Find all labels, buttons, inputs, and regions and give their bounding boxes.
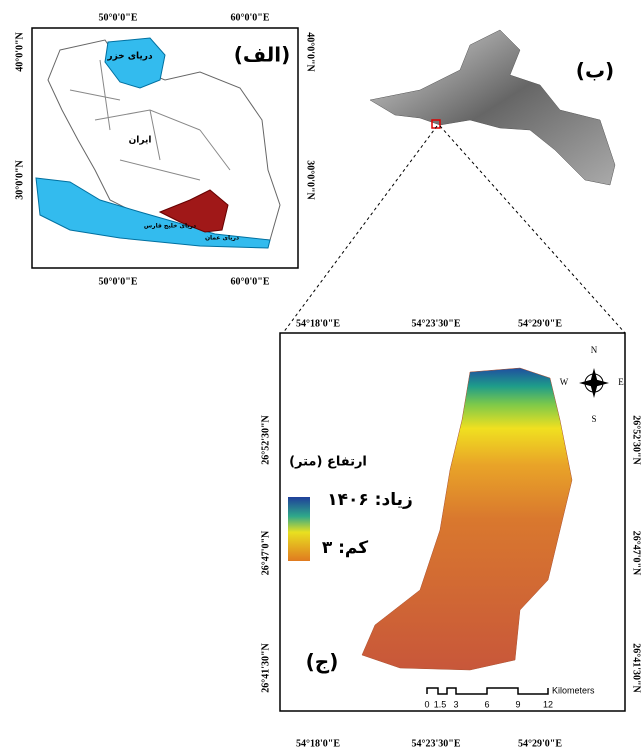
place-label: دریای خلیج فارس (144, 223, 196, 230)
legend-ramp (288, 497, 310, 561)
lat-label: 26°41'30"N (631, 643, 641, 693)
place-label: دریای عمان (205, 235, 239, 242)
panel-label: (الف) (234, 43, 290, 67)
lat-label: 26°52'30"N (631, 415, 641, 465)
legend-high: زیاد: ۱۴۰۶ (327, 490, 413, 510)
panel-label: (ج) (306, 650, 339, 674)
lon-label: 54°23'30"E (412, 318, 461, 329)
lat-label: 40°0'0"N (14, 31, 25, 71)
lon-label: 54°18'0"E (296, 738, 340, 749)
scale-tick: 0 (424, 699, 429, 709)
lon-label: 50°0'0"E (99, 276, 138, 287)
lat-label: 30°0'0"N (305, 160, 316, 200)
place-label: ایران (129, 136, 152, 146)
lat-label: 26°47'0"N (631, 531, 641, 576)
panel-a: دریای خزر ایران دریای عمان دریای خلیج فا… (14, 12, 315, 287)
lon-label: 54°23'30"E (412, 738, 461, 749)
panel-b: (ب) (283, 30, 625, 333)
lat-label: 30°0'0"N (14, 159, 25, 199)
compass-s: S (591, 414, 596, 424)
legend-low: کم: ۳ (322, 538, 368, 558)
lon-label: 54°18'0"E (296, 318, 340, 329)
legend-title: ارتفاع (متر) (289, 455, 367, 470)
lon-label: 54°29'0"E (518, 738, 562, 749)
lat-label: 26°47'0"N (260, 530, 271, 575)
scale-unit: Kilometers (552, 685, 595, 695)
compass-n: N (591, 345, 598, 355)
scale-tick: 1.5 (434, 699, 447, 709)
province-relief (370, 30, 615, 185)
compass-w: W (560, 377, 569, 387)
panel-c: ارتفاع (متر) زیاد: ۱۴۰۶ کم: ۳ (ج) N S E … (260, 318, 641, 749)
lon-label: 50°0'0"E (99, 12, 138, 23)
lon-label: 60°0'0"E (231, 12, 270, 23)
place-label: دریای خزر (106, 52, 153, 62)
scale-tick: 9 (515, 699, 520, 709)
lat-label: 26°41'30"N (260, 642, 271, 692)
scale-tick: 3 (453, 699, 458, 709)
lon-label: 60°0'0"E (231, 276, 270, 287)
compass-e: E (618, 377, 624, 387)
scale-tick: 6 (484, 699, 489, 709)
scale-tick: 12 (543, 699, 553, 709)
lat-label: 26°52'30"N (260, 414, 271, 464)
figure: دریای خزر ایران دریای عمان دریای خلیج فا… (0, 0, 641, 756)
lat-label: 40°0'0"N (305, 32, 316, 72)
lon-label: 54°29'0"E (518, 318, 562, 329)
panel-label: (ب) (576, 59, 614, 83)
